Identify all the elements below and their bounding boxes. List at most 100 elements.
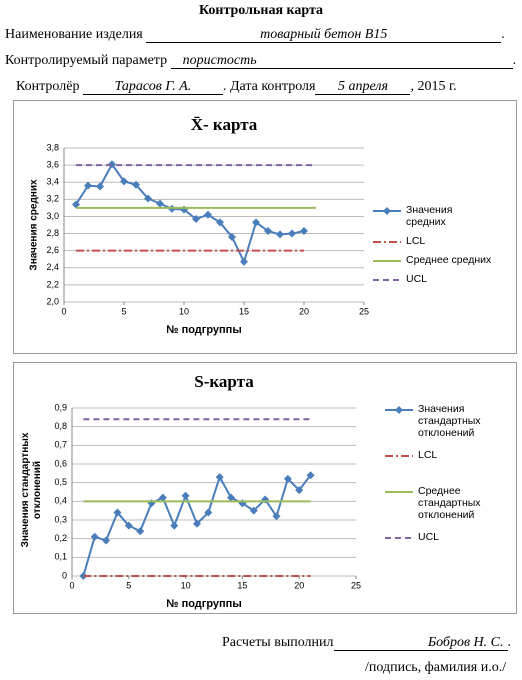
point (264, 226, 272, 235)
legend-item: UCL (372, 273, 492, 285)
chart-title: X̄- карта (191, 115, 258, 134)
chart-box: S-карта 0 0,1 0,2 0,3 0,4 0,5 0,6 0,7 0,8 0,9 0 5 10 1… (13, 362, 517, 614)
chart-title: S-карта (194, 372, 254, 391)
point (72, 200, 80, 209)
point (124, 521, 133, 530)
legend-marker (385, 537, 413, 539)
legend-item: UCL (384, 531, 484, 543)
field-row: Наименование изделия товарный бетон В15. (5, 27, 505, 43)
y-tick-label: 2,2 (46, 279, 59, 289)
chart: S-карта 0 0,1 0,2 0,3 0,4 0,5 0,6 0,7 0,8 0,9 0 5 10 1… (54, 372, 361, 610)
legend-label: Значения стандартных отклонений (418, 403, 481, 439)
legend-point (383, 207, 391, 215)
field-label: . Дата контроля (222, 79, 316, 94)
legend-item: LCL (384, 449, 484, 461)
legend-marker (373, 207, 401, 215)
x-tick-label: 25 (351, 580, 361, 590)
point (170, 521, 179, 530)
x-tick-label: 10 (181, 580, 191, 590)
legend-item: Среднее стандартных отклонений (384, 485, 484, 521)
x-tick-label: 5 (126, 580, 131, 590)
point (90, 532, 99, 541)
y-tick-label: 3,2 (46, 194, 59, 204)
field-value: Тарасов Г. А. (82, 79, 223, 95)
punct: . (507, 635, 512, 650)
legend-item: Значения средних (372, 204, 492, 228)
point (215, 473, 224, 482)
y-tick-label: 0,3 (54, 514, 67, 524)
legend-label: Значения средних (406, 204, 453, 228)
legend-point (395, 406, 403, 414)
point (272, 512, 281, 521)
point (156, 199, 164, 208)
chart-box: X̄- карта 2,0 2,2 2,4 2,6 2,8 3,0 3,2 3,4 3,6 3,8 0… (13, 100, 517, 354)
legend-label: Среднее стандартных отклонений (418, 485, 481, 521)
field-label: Расчеты выполнил (222, 635, 334, 650)
y-tick-label: 3,0 (46, 211, 59, 221)
legend-item: Среднее средних (372, 254, 492, 266)
point (204, 508, 213, 517)
field-label: Наименование изделия (5, 27, 143, 42)
field-label: Контролируемый параметр (5, 53, 168, 68)
legend-item: Значения стандартных отклонений (384, 403, 484, 439)
field-value: пористость (170, 53, 513, 69)
y-tick-label: 3,4 (46, 177, 59, 187)
legend-marker (373, 260, 401, 262)
legend-label: LCL (418, 449, 438, 461)
y-tick-label: 0,8 (54, 421, 67, 431)
series-line (75, 162, 305, 265)
y-tick-label: 0,5 (54, 477, 67, 487)
legend-label: Среднее средних (406, 254, 492, 266)
y-tick-label: 3,8 (46, 142, 59, 152)
point (144, 194, 152, 203)
field-row: Расчеты выполнил Бобров Н. С.. (222, 635, 511, 651)
y-tick-label: 0,9 (54, 402, 67, 412)
y-tick-label: 0,1 (54, 552, 67, 562)
y-tick-label: 2,4 (46, 262, 59, 272)
point (252, 218, 260, 227)
x-tick-label: 20 (299, 306, 309, 316)
point (306, 471, 315, 480)
legend-label: UCL (406, 273, 428, 285)
punct: . (512, 53, 517, 68)
point (288, 229, 296, 238)
x-axis-label: № подгруппы (166, 324, 241, 336)
point (227, 493, 236, 502)
y-axis-label: Значения средних (29, 179, 40, 271)
legend-marker (385, 491, 413, 493)
point (181, 491, 190, 500)
field-label: Контролёр (16, 79, 80, 94)
point (113, 508, 122, 517)
point (216, 218, 224, 227)
x-tick-label: 25 (359, 306, 369, 316)
field-value: 5 апреля (315, 79, 411, 95)
legend-marker (385, 455, 413, 457)
y-tick-label: 0 (62, 570, 67, 580)
field-row: Контролёр Тарасов Г. А.. Дата контроля 5 … (16, 79, 457, 95)
x-axis-label: № подгруппы (166, 598, 241, 610)
legend-marker (373, 241, 401, 243)
legend-label: LCL (406, 235, 426, 247)
point (84, 181, 92, 190)
legend-marker (373, 279, 401, 281)
point (132, 180, 140, 189)
x-tick-label: 15 (237, 580, 247, 590)
legend-marker (385, 406, 413, 414)
y-tick-label: 2,6 (46, 245, 59, 255)
point (136, 527, 145, 536)
x-tick-label: 0 (69, 580, 74, 590)
point (249, 506, 258, 515)
y-tick-label: 0,7 (54, 440, 67, 450)
field-value: товарный бетон В15 (146, 27, 502, 43)
y-tick-label: 2,0 (46, 296, 59, 306)
y-tick-label: 0,4 (54, 496, 67, 506)
point (240, 257, 248, 266)
x-tick-label: 20 (294, 580, 304, 590)
point (276, 230, 284, 239)
punct: . (501, 27, 505, 42)
note: /подпись, фамилия и.о./ (365, 660, 507, 675)
point (96, 182, 104, 191)
x-tick-label: 15 (239, 306, 249, 316)
legend-item: LCL (372, 235, 492, 247)
